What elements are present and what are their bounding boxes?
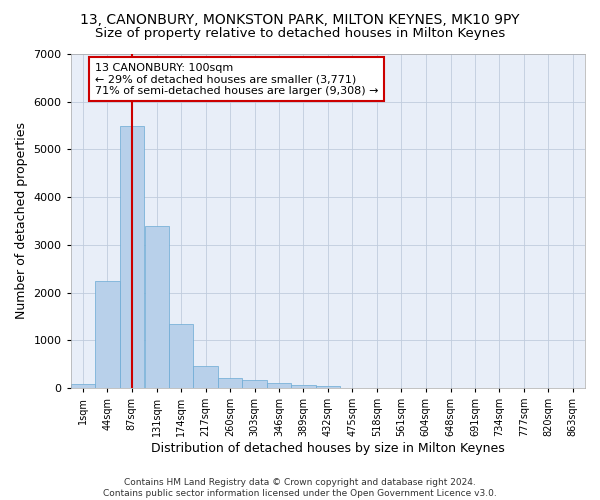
Text: 13 CANONBURY: 100sqm
← 29% of detached houses are smaller (3,771)
71% of semi-de: 13 CANONBURY: 100sqm ← 29% of detached h… (95, 62, 379, 96)
Bar (267, 383, 291, 388)
Bar (291, 385, 316, 388)
Y-axis label: Number of detached properties: Number of detached properties (15, 122, 28, 320)
Text: 13, CANONBURY, MONKSTON PARK, MILTON KEYNES, MK10 9PY: 13, CANONBURY, MONKSTON PARK, MILTON KEY… (80, 12, 520, 26)
Bar (145, 226, 169, 388)
Bar (95, 280, 119, 388)
Text: Contains HM Land Registry data © Crown copyright and database right 2024.
Contai: Contains HM Land Registry data © Crown c… (103, 478, 497, 498)
Bar (169, 324, 193, 388)
Text: Size of property relative to detached houses in Milton Keynes: Size of property relative to detached ho… (95, 28, 505, 40)
Bar (193, 366, 218, 388)
Bar (71, 384, 95, 388)
Bar (242, 380, 267, 388)
Bar (119, 126, 144, 388)
Bar (218, 378, 242, 388)
X-axis label: Distribution of detached houses by size in Milton Keynes: Distribution of detached houses by size … (151, 442, 505, 455)
Bar (316, 386, 340, 388)
